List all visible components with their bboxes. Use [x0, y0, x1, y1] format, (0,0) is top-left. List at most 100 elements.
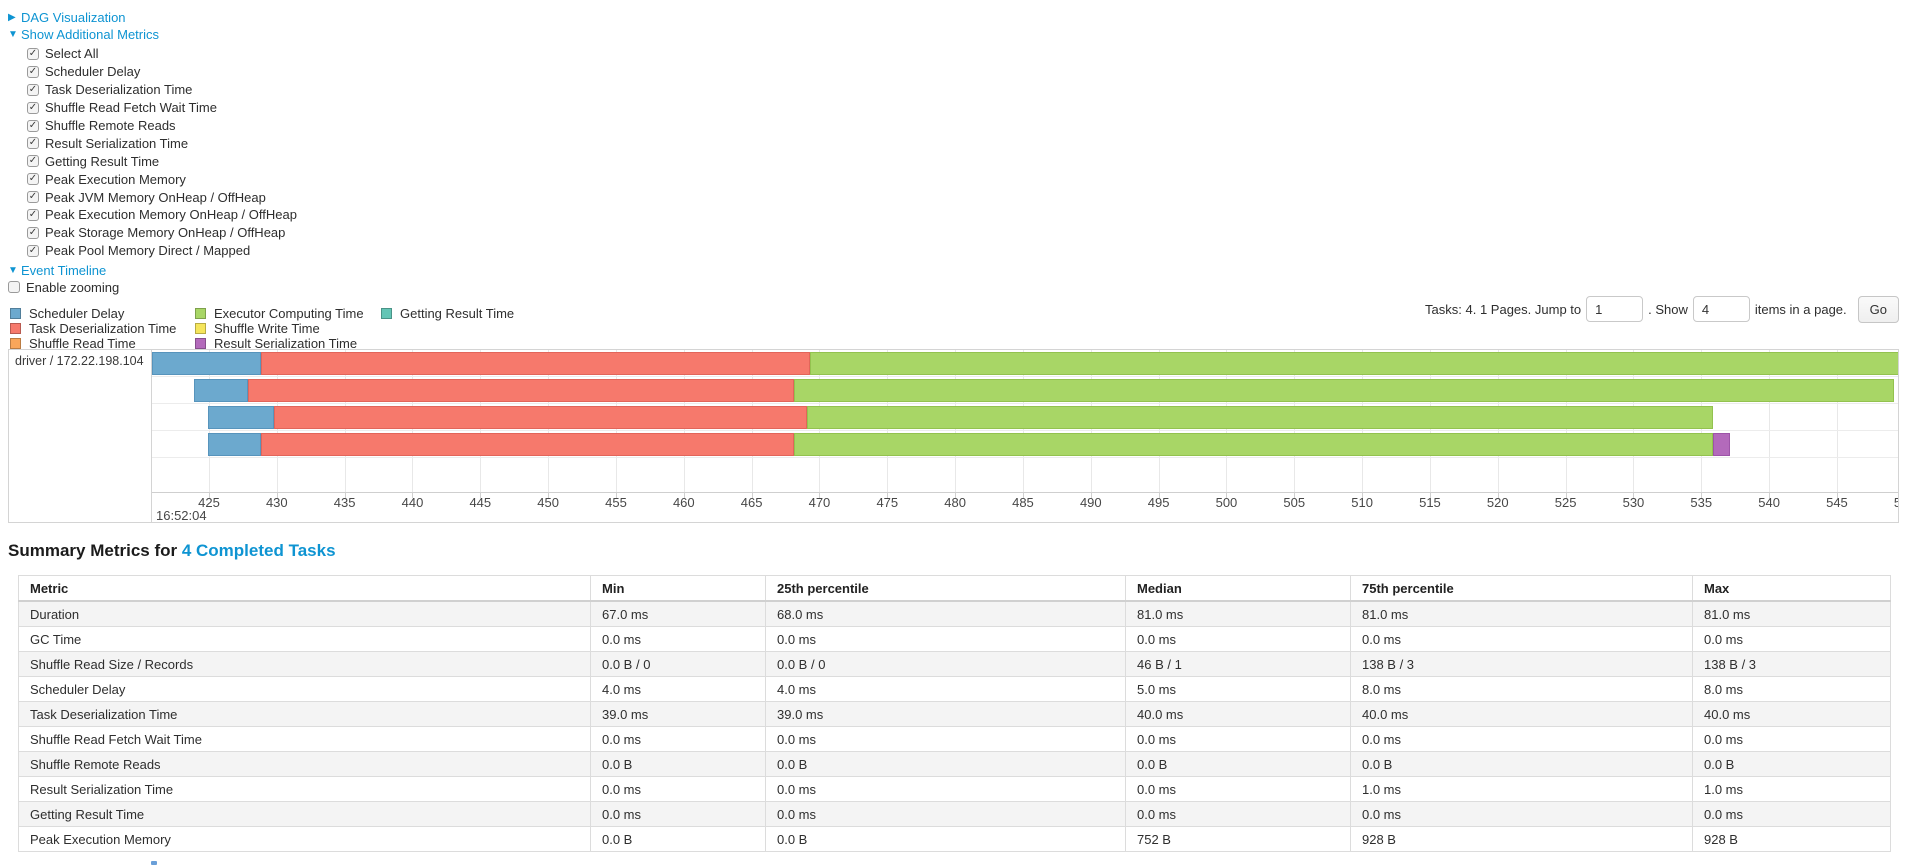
checkbox-icon: ✓: [27, 155, 39, 168]
metric-value-cell: 0.0 B: [765, 751, 1126, 777]
table-row-getting-result-time: Getting Result Time 0.0 ms 0.0 ms 0.0 ms 0.0…: [18, 801, 1891, 827]
metric-value-cell: 0.0 B: [590, 826, 766, 852]
axis-tick-label: 550: [1894, 495, 1898, 510]
metric-value-cell: 0.0 ms: [765, 626, 1126, 652]
page-size-input[interactable]: [1692, 296, 1750, 322]
legend-item-shuffle-write-time: Shuffle Write Time: [195, 321, 364, 336]
task-segment-scheduler-delay[interactable]: [152, 352, 261, 375]
task-segment-executor-computing-time[interactable]: [807, 406, 1714, 429]
dag-visualization-toggle[interactable]: ▶ DAG Visualization: [8, 9, 126, 25]
task-segment-executor-computing-time[interactable]: [809, 352, 1898, 375]
metric-checkbox-shuffle-read-fetch-wait-time[interactable]: ✓ Shuffle Read Fetch Wait Time: [27, 99, 297, 117]
metric-name-cell: GC Time: [18, 626, 591, 652]
metric-value-cell: 0.0 B: [1692, 751, 1891, 777]
task-segment-task-deserialization-time[interactable]: [260, 352, 810, 375]
completed-tasks-link[interactable]: 4 Completed Tasks: [181, 541, 336, 560]
metric-value-cell: 0.0 ms: [765, 726, 1126, 752]
axis-tick-label: 490: [1079, 495, 1102, 510]
table-row-task-deserialization-time: Task Deserialization Time 39.0 ms 39.0 ms 4…: [18, 701, 1891, 727]
metric-checkbox-peak-jvm-memory-onheap-offheap[interactable]: ✓ Peak JVM Memory OnHeap / OffHeap: [27, 188, 297, 206]
go-button[interactable]: Go: [1857, 295, 1899, 323]
checkbox-icon: [8, 281, 20, 293]
axis-tick-label: 445: [469, 495, 492, 510]
legend-item-getting-result-time: Getting Result Time: [381, 306, 514, 321]
metric-value-cell: 8.0 ms: [1350, 676, 1693, 702]
task-segment-executor-computing-time[interactable]: [793, 433, 1714, 456]
timeline-task-row: [152, 431, 1898, 458]
enable-zooming-checkbox[interactable]: Enable zooming: [8, 279, 119, 295]
checkbox-label: Shuffle Read Fetch Wait Time: [45, 100, 217, 116]
legend-column: Executor Computing Time Shuffle Write Tim…: [195, 306, 364, 352]
event-timeline-toggle[interactable]: ▼ Event Timeline: [8, 262, 106, 278]
jump-to-page-input[interactable]: [1586, 296, 1644, 322]
result-serialization-time-swatch-icon: [195, 338, 206, 350]
metric-checkbox-peak-execution-memory[interactable]: ✓ Peak Execution Memory: [27, 170, 297, 188]
axis-tick-label: 455: [605, 495, 627, 510]
task-segment-result-serialization-time[interactable]: [1713, 433, 1730, 456]
axis-tick: [1565, 493, 1567, 498]
axis-tick-label: 535: [1690, 495, 1713, 510]
show-additional-metrics-toggle[interactable]: ▼ Show Additional Metrics: [8, 26, 159, 42]
metric-checkbox-select-all[interactable]: ✓ Select All: [27, 45, 297, 63]
legend-label: Task Deserialization Time: [29, 321, 177, 337]
axis-tick: [1090, 493, 1092, 498]
timeline-executor-label-column: driver / 172.22.198.104: [9, 350, 152, 522]
axis-tick-label: 485: [1012, 495, 1034, 510]
metric-name-cell: Shuffle Read Size / Records: [18, 651, 591, 677]
checkbox-icon: ✓: [27, 191, 39, 204]
metric-value-cell: 0.0 ms: [590, 801, 766, 827]
legend-item-result-serialization-time: Result Serialization Time: [195, 336, 364, 351]
metric-checkbox-shuffle-remote-reads[interactable]: ✓ Shuffle Remote Reads: [27, 117, 297, 135]
axis-tick: [1294, 493, 1296, 498]
metric-checkbox-peak-execution-memory-onheap-offheap[interactable]: ✓ Peak Execution Memory OnHeap / OffHeap: [27, 206, 297, 224]
metric-value-cell: 0.0 B / 0: [765, 651, 1126, 677]
metric-checkbox-peak-storage-memory-onheap-offheap[interactable]: ✓ Peak Storage Memory OnHeap / OffHeap: [27, 224, 297, 242]
dag-visualization-link: DAG Visualization: [21, 9, 126, 25]
table-row-duration: Duration 67.0 ms 68.0 ms 81.0 ms 81.0 ms 81.0…: [18, 600, 1891, 627]
task-segment-executor-computing-time[interactable]: [793, 379, 1894, 402]
task-segment-task-deserialization-time[interactable]: [274, 406, 808, 429]
metric-checkbox-task-deserialization-time[interactable]: ✓ Task Deserialization Time: [27, 81, 297, 99]
task-segment-scheduler-delay[interactable]: [207, 406, 275, 429]
metric-name-cell: Scheduler Delay: [18, 676, 591, 702]
table-row-shuffle-read-fetch-wait-time: Shuffle Read Fetch Wait Time 0.0 ms 0.0 ms…: [18, 726, 1891, 752]
legend-column: Scheduler Delay Task Deserialization Time…: [10, 306, 176, 352]
metric-checkbox-getting-result-time[interactable]: ✓ Getting Result Time: [27, 152, 297, 170]
task-deserialization-time-swatch-icon: [10, 323, 21, 335]
legend-label: Getting Result Time: [400, 306, 515, 322]
metric-value-cell: 46 B / 1: [1125, 651, 1351, 677]
checkbox-icon: ✓: [27, 101, 39, 114]
task-segment-scheduler-delay[interactable]: [194, 379, 249, 402]
axis-tick: [1022, 493, 1024, 498]
task-segment-task-deserialization-time[interactable]: [248, 379, 794, 402]
metric-checkbox-result-serialization-time[interactable]: ✓ Result Serialization Time: [27, 134, 297, 152]
metric-name-cell: Shuffle Remote Reads: [18, 751, 591, 777]
expanded-arrow-icon: ▼: [8, 264, 18, 276]
event-timeline-link: Event Timeline: [21, 262, 107, 278]
axis-tick: [1226, 493, 1228, 498]
task-segment-task-deserialization-time[interactable]: [260, 433, 794, 456]
column-header-metric: Metric: [18, 575, 591, 602]
metric-checkbox-scheduler-delay[interactable]: ✓ Scheduler Delay: [27, 63, 297, 81]
axis-tick: [1158, 493, 1160, 498]
table-row-scheduler-delay: Scheduler Delay 4.0 ms 4.0 ms 5.0 ms 8.0 ms 8…: [18, 676, 1891, 702]
axis-tick-label: 520: [1486, 495, 1509, 510]
metric-value-cell: 0.0 ms: [1125, 801, 1351, 827]
task-segment-scheduler-delay[interactable]: [207, 433, 261, 456]
checkbox-label: Select All: [45, 46, 99, 62]
metric-value-cell: 0.0 ms: [1125, 726, 1351, 752]
legend-column: Getting Result Time: [381, 306, 514, 321]
shuffle-write-time-swatch-icon: [195, 323, 206, 335]
axis-tick: [1497, 493, 1499, 498]
timeline-axis: 16:52:04 425 430 435 440 445 450 455 460 465 470 4…: [152, 492, 1898, 524]
axis-tick: [412, 493, 414, 498]
axis-tick-label: 460: [672, 495, 695, 510]
metric-value-cell: 928 B: [1692, 826, 1891, 852]
metric-checkbox-peak-pool-memory-direct-mapped[interactable]: ✓ Peak Pool Memory Direct / Mapped: [27, 242, 297, 260]
column-header-max: Max: [1692, 575, 1891, 602]
checkbox-label: Getting Result Time: [45, 153, 160, 169]
metric-value-cell: 0.0 ms: [765, 776, 1126, 802]
legend-label: Shuffle Read Time: [29, 336, 136, 352]
axis-tick: [955, 493, 957, 498]
